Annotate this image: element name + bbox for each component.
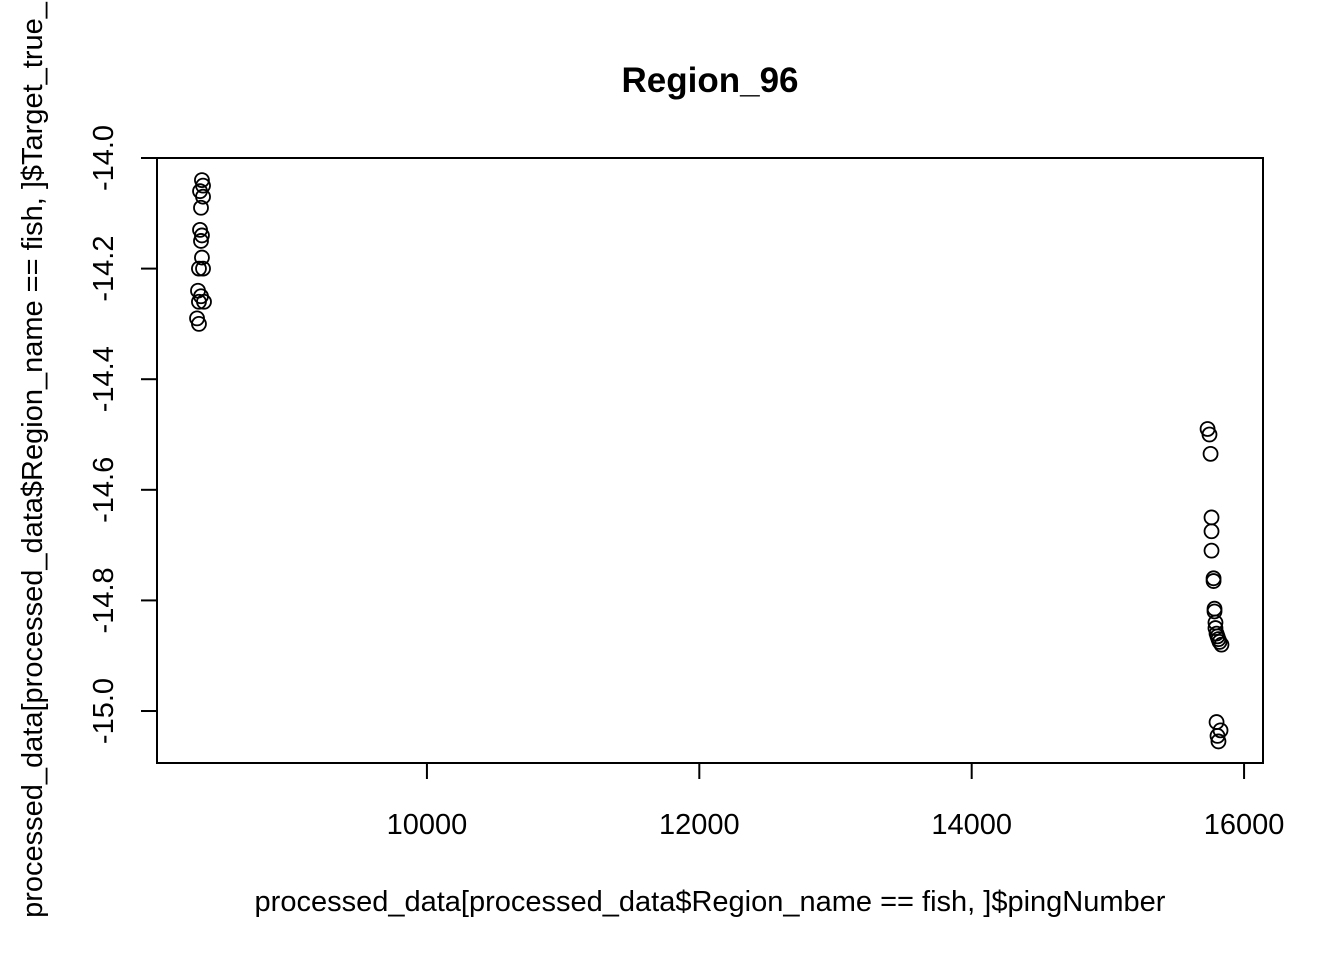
point [1208, 714, 1225, 730]
y-tick-label: -14.6 [88, 457, 120, 523]
point [1206, 603, 1223, 620]
x-tick-label: 12000 [659, 809, 740, 841]
y-tick-label: -14.4 [88, 346, 120, 412]
point [191, 316, 207, 332]
point [191, 260, 207, 277]
x-tick-label: 16000 [1204, 809, 1285, 841]
point [1202, 445, 1219, 462]
point [194, 172, 210, 189]
x-axis-label: processed_data[processed_data$Region_nam… [255, 886, 1166, 918]
point [1213, 636, 1230, 653]
y-tick-label: -14.8 [88, 567, 120, 633]
point [1203, 509, 1220, 526]
point [194, 249, 210, 266]
point [193, 199, 209, 216]
point [196, 293, 212, 310]
point [193, 233, 209, 249]
point [1203, 523, 1220, 540]
x-tick-label: 10000 [387, 809, 468, 841]
point [1209, 728, 1226, 744]
point [1211, 633, 1228, 650]
point [1207, 620, 1224, 636]
plot-frame [156, 157, 1264, 764]
point [195, 260, 211, 277]
point [195, 188, 211, 205]
point [1203, 542, 1220, 559]
point [1205, 573, 1222, 589]
point [191, 293, 207, 310]
x-tick-label: 14000 [931, 809, 1012, 841]
point [194, 227, 210, 244]
y-tick-label: -15.0 [88, 678, 120, 744]
y-tick-label: -14.2 [88, 236, 120, 302]
y-axis-label: processed_data[processed_data$Region_nam… [17, 1, 49, 918]
chart-title: Region_96 [622, 61, 799, 100]
point [1201, 426, 1218, 443]
point [1210, 733, 1227, 750]
y-tick-label: -14.0 [88, 125, 120, 191]
